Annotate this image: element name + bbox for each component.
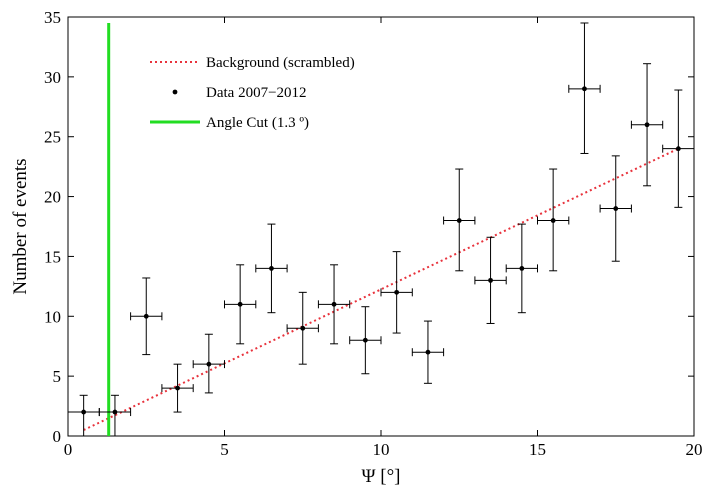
legend: Background (scrambled) Data 2007−2012 An…: [150, 55, 355, 131]
legend-data-label: Data 2007−2012: [206, 85, 307, 101]
data-point: [317, 264, 351, 345]
data-marker: [582, 86, 587, 92]
legend-data-swatch: [172, 89, 178, 95]
data-point: [380, 251, 413, 334]
y-tick-label: 10: [44, 307, 61, 326]
x-tick-label: 10: [373, 440, 390, 459]
data-marker: [644, 122, 650, 128]
data-point: [474, 236, 507, 324]
data-point: [443, 168, 476, 272]
legend-angle-cut-label: Angle Cut (1.3 º): [206, 115, 309, 131]
data-marker: [206, 361, 212, 367]
legend-background-label: Background (scrambled): [206, 55, 355, 71]
data-marker: [550, 218, 556, 223]
y-tick-label: 35: [44, 8, 61, 27]
data-point: [161, 363, 194, 413]
data-marker: [394, 289, 400, 295]
x-tick-label: 15: [529, 440, 546, 459]
data-point: [192, 333, 225, 394]
data-point: [599, 155, 632, 262]
y-tick-label: 25: [44, 128, 61, 147]
axis-ticks: [67, 16, 695, 437]
y-tick-label: 0: [53, 427, 62, 446]
data-marker: [81, 409, 87, 415]
y-tick-label: 5: [53, 367, 62, 386]
x-tick-label: 0: [64, 440, 73, 459]
data-point: [568, 22, 601, 154]
data-marker: [269, 266, 274, 271]
data-marker: [519, 266, 525, 271]
data-marker: [237, 301, 243, 307]
data-point: [130, 277, 163, 356]
data-point: [98, 394, 132, 437]
data-marker: [331, 301, 337, 307]
data-marker: [112, 409, 118, 415]
y-tick-label: 20: [44, 188, 61, 207]
data-marker: [488, 277, 493, 283]
data-point: [505, 223, 538, 314]
y-tick-label: 30: [44, 68, 61, 87]
data-point: [411, 320, 445, 384]
data-point: [662, 89, 695, 208]
data-point: [224, 264, 257, 345]
data-marker: [362, 337, 368, 343]
data-marker: [613, 206, 619, 211]
plot-area: [67, 22, 695, 437]
data-point: [630, 63, 664, 187]
data-marker: [425, 349, 431, 355]
tick-labels: 0 5 10 15 20 0 5 10 15 20 25 30 35: [44, 8, 703, 459]
data-marker: [456, 218, 462, 223]
data-point: [67, 394, 100, 437]
data-point: [255, 223, 288, 314]
data-point: [537, 168, 570, 272]
x-axis-label: Ψ [°]: [361, 466, 400, 487]
data-marker: [675, 146, 681, 152]
data-marker: [143, 313, 149, 319]
data-point: [286, 291, 319, 365]
data-point: [349, 306, 382, 375]
data-marker: [175, 385, 180, 391]
y-axis-label: Number of events: [10, 158, 31, 294]
x-tick-label: 20: [686, 440, 703, 459]
data-marker: [300, 325, 306, 331]
plot-frame: [67, 16, 695, 437]
y-tick-label: 15: [44, 247, 61, 266]
x-tick-label: 5: [220, 440, 229, 459]
